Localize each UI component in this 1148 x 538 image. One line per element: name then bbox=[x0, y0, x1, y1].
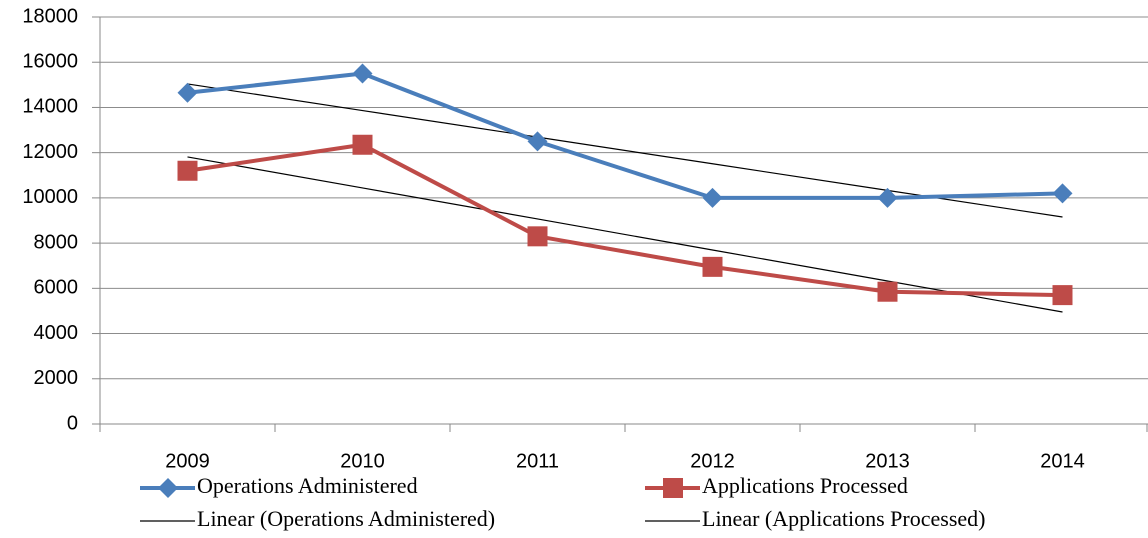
marker bbox=[527, 226, 548, 247]
y-tick-label: 0 bbox=[67, 412, 78, 434]
y-tick-label: 16000 bbox=[22, 51, 78, 73]
y-tick-label: 18000 bbox=[22, 5, 78, 27]
x-tick-label: 2013 bbox=[865, 450, 910, 472]
marker bbox=[352, 134, 373, 155]
marker bbox=[527, 131, 548, 152]
y-tick-label: 12000 bbox=[22, 141, 78, 163]
trend-line bbox=[187, 156, 1063, 313]
trend-line bbox=[187, 83, 1063, 218]
data-line bbox=[187, 71, 1063, 200]
x-tick-label: 2010 bbox=[340, 450, 385, 472]
marker bbox=[663, 478, 683, 498]
x-tick-label: 2012 bbox=[690, 450, 735, 472]
y-tick-label: 8000 bbox=[34, 231, 79, 253]
y-tick-label: 2000 bbox=[34, 367, 79, 389]
marker bbox=[158, 478, 178, 498]
marker bbox=[177, 82, 198, 103]
x-tick-label: 2011 bbox=[516, 450, 559, 472]
marker bbox=[1052, 183, 1073, 204]
legend-label: Applications Processed bbox=[702, 473, 908, 498]
marker bbox=[877, 187, 898, 208]
y-tick-label: 6000 bbox=[34, 277, 79, 299]
x-tick-label: 2009 bbox=[165, 450, 210, 472]
y-tick-label: 14000 bbox=[22, 96, 78, 118]
y-tick-label: 4000 bbox=[34, 322, 79, 344]
marker bbox=[702, 187, 723, 208]
marker bbox=[352, 63, 373, 84]
y-tick-label: 10000 bbox=[22, 186, 78, 208]
x-tick-label: 2014 bbox=[1040, 450, 1085, 472]
legend-label: Linear (Applications Processed) bbox=[702, 506, 985, 531]
data-line bbox=[187, 142, 1063, 298]
legend-label: Linear (Operations Administered) bbox=[197, 506, 495, 531]
marker bbox=[877, 281, 898, 302]
marker bbox=[177, 160, 198, 181]
marker bbox=[702, 256, 723, 277]
legend-label: Operations Administered bbox=[197, 473, 418, 498]
marker bbox=[1052, 285, 1073, 306]
